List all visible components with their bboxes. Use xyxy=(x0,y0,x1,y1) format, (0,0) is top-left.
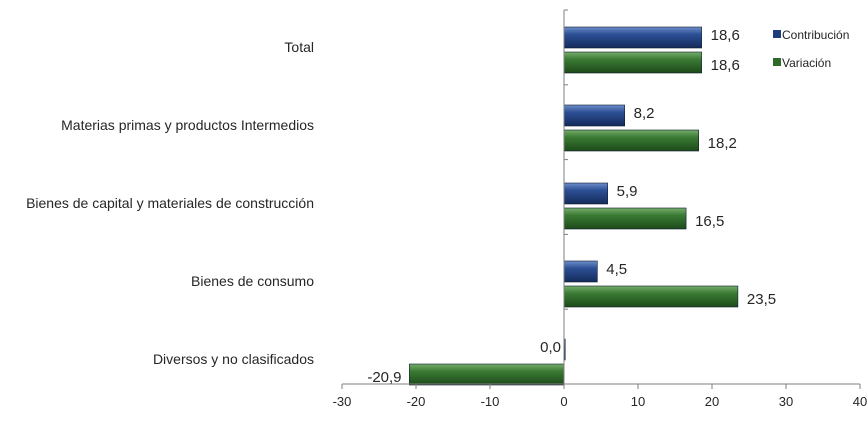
x-tick-label: -30 xyxy=(333,394,352,409)
data-label-variacion-bienes-de-capital-y-materiales-de-construccion: 16,5 xyxy=(695,213,724,230)
bar-contribucion-bienes-de-capital-y-materiales-de-construccion xyxy=(563,182,608,205)
data-label-variacion-diversos-y-no-clasificados: -20,9 xyxy=(367,369,401,386)
bar-variacion-bienes-de-capital-y-materiales-de-construccion xyxy=(563,207,687,230)
data-label-contribucion-bienes-de-capital-y-materiales-de-construccion: 5,9 xyxy=(617,183,638,200)
x-tick-label: -10 xyxy=(481,394,500,409)
x-tick-label: 0 xyxy=(560,394,567,409)
x-tick-label: -20 xyxy=(407,394,426,409)
bar-variacion-bienes-de-consumo xyxy=(563,285,739,308)
legend-swatch-variacion xyxy=(773,58,781,66)
x-tick-label: 10 xyxy=(631,394,645,409)
category-label-total: Total xyxy=(284,39,314,55)
bar-variacion-diversos-y-no-clasificados xyxy=(409,363,565,386)
data-label-variacion-bienes-de-consumo: 23,5 xyxy=(747,291,776,308)
bar-contribucion-bienes-de-consumo xyxy=(563,260,598,283)
category-label-bienes-de-capital-y-materiales-de-construccion: Bienes de capital y materiales de constr… xyxy=(26,195,314,211)
category-label-bienes-de-consumo: Bienes de consumo xyxy=(191,273,314,289)
bar-contribucion-total xyxy=(563,26,702,49)
bar-contribucion-materias-primas-y-productos-intermedios xyxy=(563,104,625,127)
bar-variacion-materias-primas-y-productos-intermedios xyxy=(563,129,699,152)
legend-label-variacion: Variación xyxy=(782,56,831,70)
data-label-contribucion-diversos-y-no-clasificados: 0,0 xyxy=(540,339,561,356)
data-label-contribucion-total: 18,6 xyxy=(711,27,740,44)
legend-label-contribucion: Contribución xyxy=(782,28,849,42)
data-label-variacion-total: 18,6 xyxy=(711,57,740,74)
category-label-diversos-y-no-clasificados: Diversos y no clasificados xyxy=(153,351,314,367)
x-tick-label: 30 xyxy=(779,394,793,409)
data-label-contribucion-materias-primas-y-productos-intermedios: 8,2 xyxy=(634,105,655,122)
x-tick-label: 20 xyxy=(705,394,719,409)
data-label-contribucion-bienes-de-consumo: 4,5 xyxy=(606,261,627,278)
bar-variacion-total xyxy=(563,51,702,74)
x-tick-label: 40 xyxy=(853,394,867,409)
data-label-variacion-materias-primas-y-productos-intermedios: 18,2 xyxy=(708,135,737,152)
legend-swatch-contribucion xyxy=(773,30,781,38)
category-label-materias-primas-y-productos-intermedios: Materias primas y productos Intermedios xyxy=(61,117,314,133)
